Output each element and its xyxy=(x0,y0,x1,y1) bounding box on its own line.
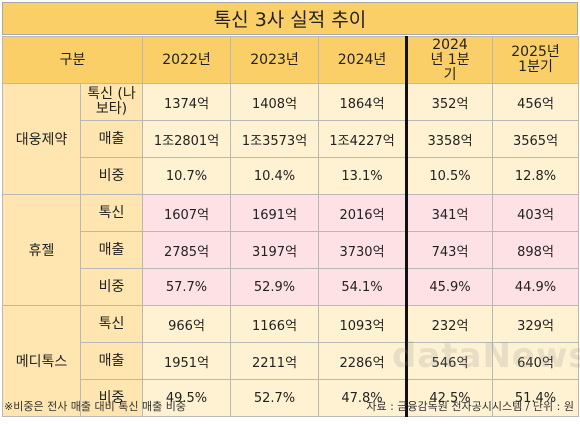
table-row: 대웅제약 톡신 (나보타) 1374억 1408억 1864억 352억 456억 xyxy=(2,83,580,195)
table-title: 톡신 3사 실적 추이 xyxy=(2,2,578,35)
row-label: 매출 xyxy=(79,342,144,380)
table-cell: 13.1% xyxy=(318,157,408,195)
row-label: 비중 xyxy=(79,268,144,306)
table-cell: 3730억 xyxy=(318,231,408,269)
table-cell: 3565억 xyxy=(492,120,580,158)
table-cell: 44.9% xyxy=(492,268,580,306)
header-2025-q1: 2025년 1분기 xyxy=(492,36,580,84)
table-cell: 47.8% xyxy=(318,379,408,417)
table-cell: 1조2801억 xyxy=(142,120,232,158)
table-cell: 54.1% xyxy=(318,268,408,306)
header-2024: 2024년 xyxy=(318,36,408,84)
table-cell: 403억 xyxy=(492,194,580,232)
table-cell: 898억 xyxy=(492,231,580,269)
table-cell: 1조3573억 xyxy=(230,120,320,158)
row-label: 매출 xyxy=(79,120,144,158)
table-cell: 10.5% xyxy=(405,157,494,195)
header-row: 구분 2022년 2023년 2024년 2024년 1분기 2025년 1분기 xyxy=(1,36,580,84)
company-name: 휴젤 xyxy=(2,194,81,306)
table-row: 매출 1951억 2211억 2286억 546억 640억 xyxy=(3,342,580,380)
table-cell: 2286억 xyxy=(318,342,408,380)
table-cell: 1607억 xyxy=(142,194,232,232)
table-cell: 3358억 xyxy=(405,120,494,158)
header-2022: 2022년 xyxy=(142,36,232,84)
header-2024-q1: 2024년 1분기 xyxy=(405,36,494,84)
table-cell: 1864억 xyxy=(318,83,408,121)
table-row: 휴젤 톡신 1607억 1691억 2016억 341억 403억 xyxy=(2,194,580,306)
table-cell: 456억 xyxy=(492,83,580,121)
header-2023: 2023년 xyxy=(230,36,320,84)
table-cell: 1951억 xyxy=(142,342,232,380)
toxin-performance-table: 구분 2022년 2023년 2024년 2024년 1분기 2025년 1분기… xyxy=(1,36,580,417)
table-row: 비중 10.7% 10.4% 13.1% 10.5% 12.8% xyxy=(3,157,580,195)
table-cell: 51.4% xyxy=(492,379,580,417)
table-row: 메디톡스 톡신 966억 1166억 1093억 232억 329억 xyxy=(2,305,580,417)
company-name: 대웅제약 xyxy=(2,83,81,195)
source-note: 자료 : 금융감독원 전자공시시스템 / 단위 : 원 xyxy=(366,400,574,413)
table-cell: 57.7% xyxy=(142,268,232,306)
table-row: 비중 57.7% 52.9% 54.1% 45.9% 44.9% xyxy=(3,268,580,306)
table-cell: 966억 xyxy=(142,305,232,343)
row-label: 매출 xyxy=(79,231,144,269)
table-cell: 1093억 xyxy=(318,305,408,343)
table-cell: 52.9% xyxy=(230,268,320,306)
footnote: ※비중은 전사 매출 대비 톡신 매출 비중 xyxy=(4,400,186,413)
table-cell: 640억 xyxy=(492,342,580,380)
company-name: 메디톡스 xyxy=(2,305,81,417)
row-label: 비중 xyxy=(79,157,144,195)
table-cell: 2016억 xyxy=(318,194,408,232)
row-label: 톡신 (나보타) xyxy=(79,83,144,121)
table-cell: 546억 xyxy=(405,342,494,380)
table-cell: 1374억 xyxy=(142,83,232,121)
table-cell: 743억 xyxy=(405,231,494,269)
watermark-logo: dataNews xyxy=(392,336,580,376)
table-cell: 42.5% xyxy=(405,379,494,417)
table-cell: 1조4227억 xyxy=(318,120,408,158)
table-cell: 352억 xyxy=(405,83,494,121)
table-cell: 3197억 xyxy=(230,231,320,269)
table-cell: 1408억 xyxy=(230,83,320,121)
table-cell: 10.7% xyxy=(142,157,232,195)
table-cell: 1691억 xyxy=(230,194,320,232)
row-label: 톡신 xyxy=(79,194,144,232)
table-row: 매출 1조2801억 1조3573억 1조4227억 3358억 3565억 xyxy=(3,120,580,158)
table-cell: 341억 xyxy=(405,194,494,232)
table-cell: 2211억 xyxy=(230,342,320,380)
table-cell: 45.9% xyxy=(405,268,494,306)
table-cell: 49.5% xyxy=(142,379,232,417)
table-cell: 12.8% xyxy=(492,157,580,195)
header-category: 구분 xyxy=(1,36,144,84)
table-cell: 2785억 xyxy=(142,231,232,269)
table-cell: 1166억 xyxy=(230,305,320,343)
table-cell: 52.7% xyxy=(230,379,320,417)
table-cell: 10.4% xyxy=(230,157,320,195)
row-label: 비중 xyxy=(79,379,144,417)
table-row: 비중 49.5% 52.7% 47.8% 42.5% 51.4% xyxy=(3,379,580,417)
table-row: 매출 2785억 3197억 3730억 743억 898억 xyxy=(3,231,580,269)
row-label: 톡신 xyxy=(79,305,144,343)
